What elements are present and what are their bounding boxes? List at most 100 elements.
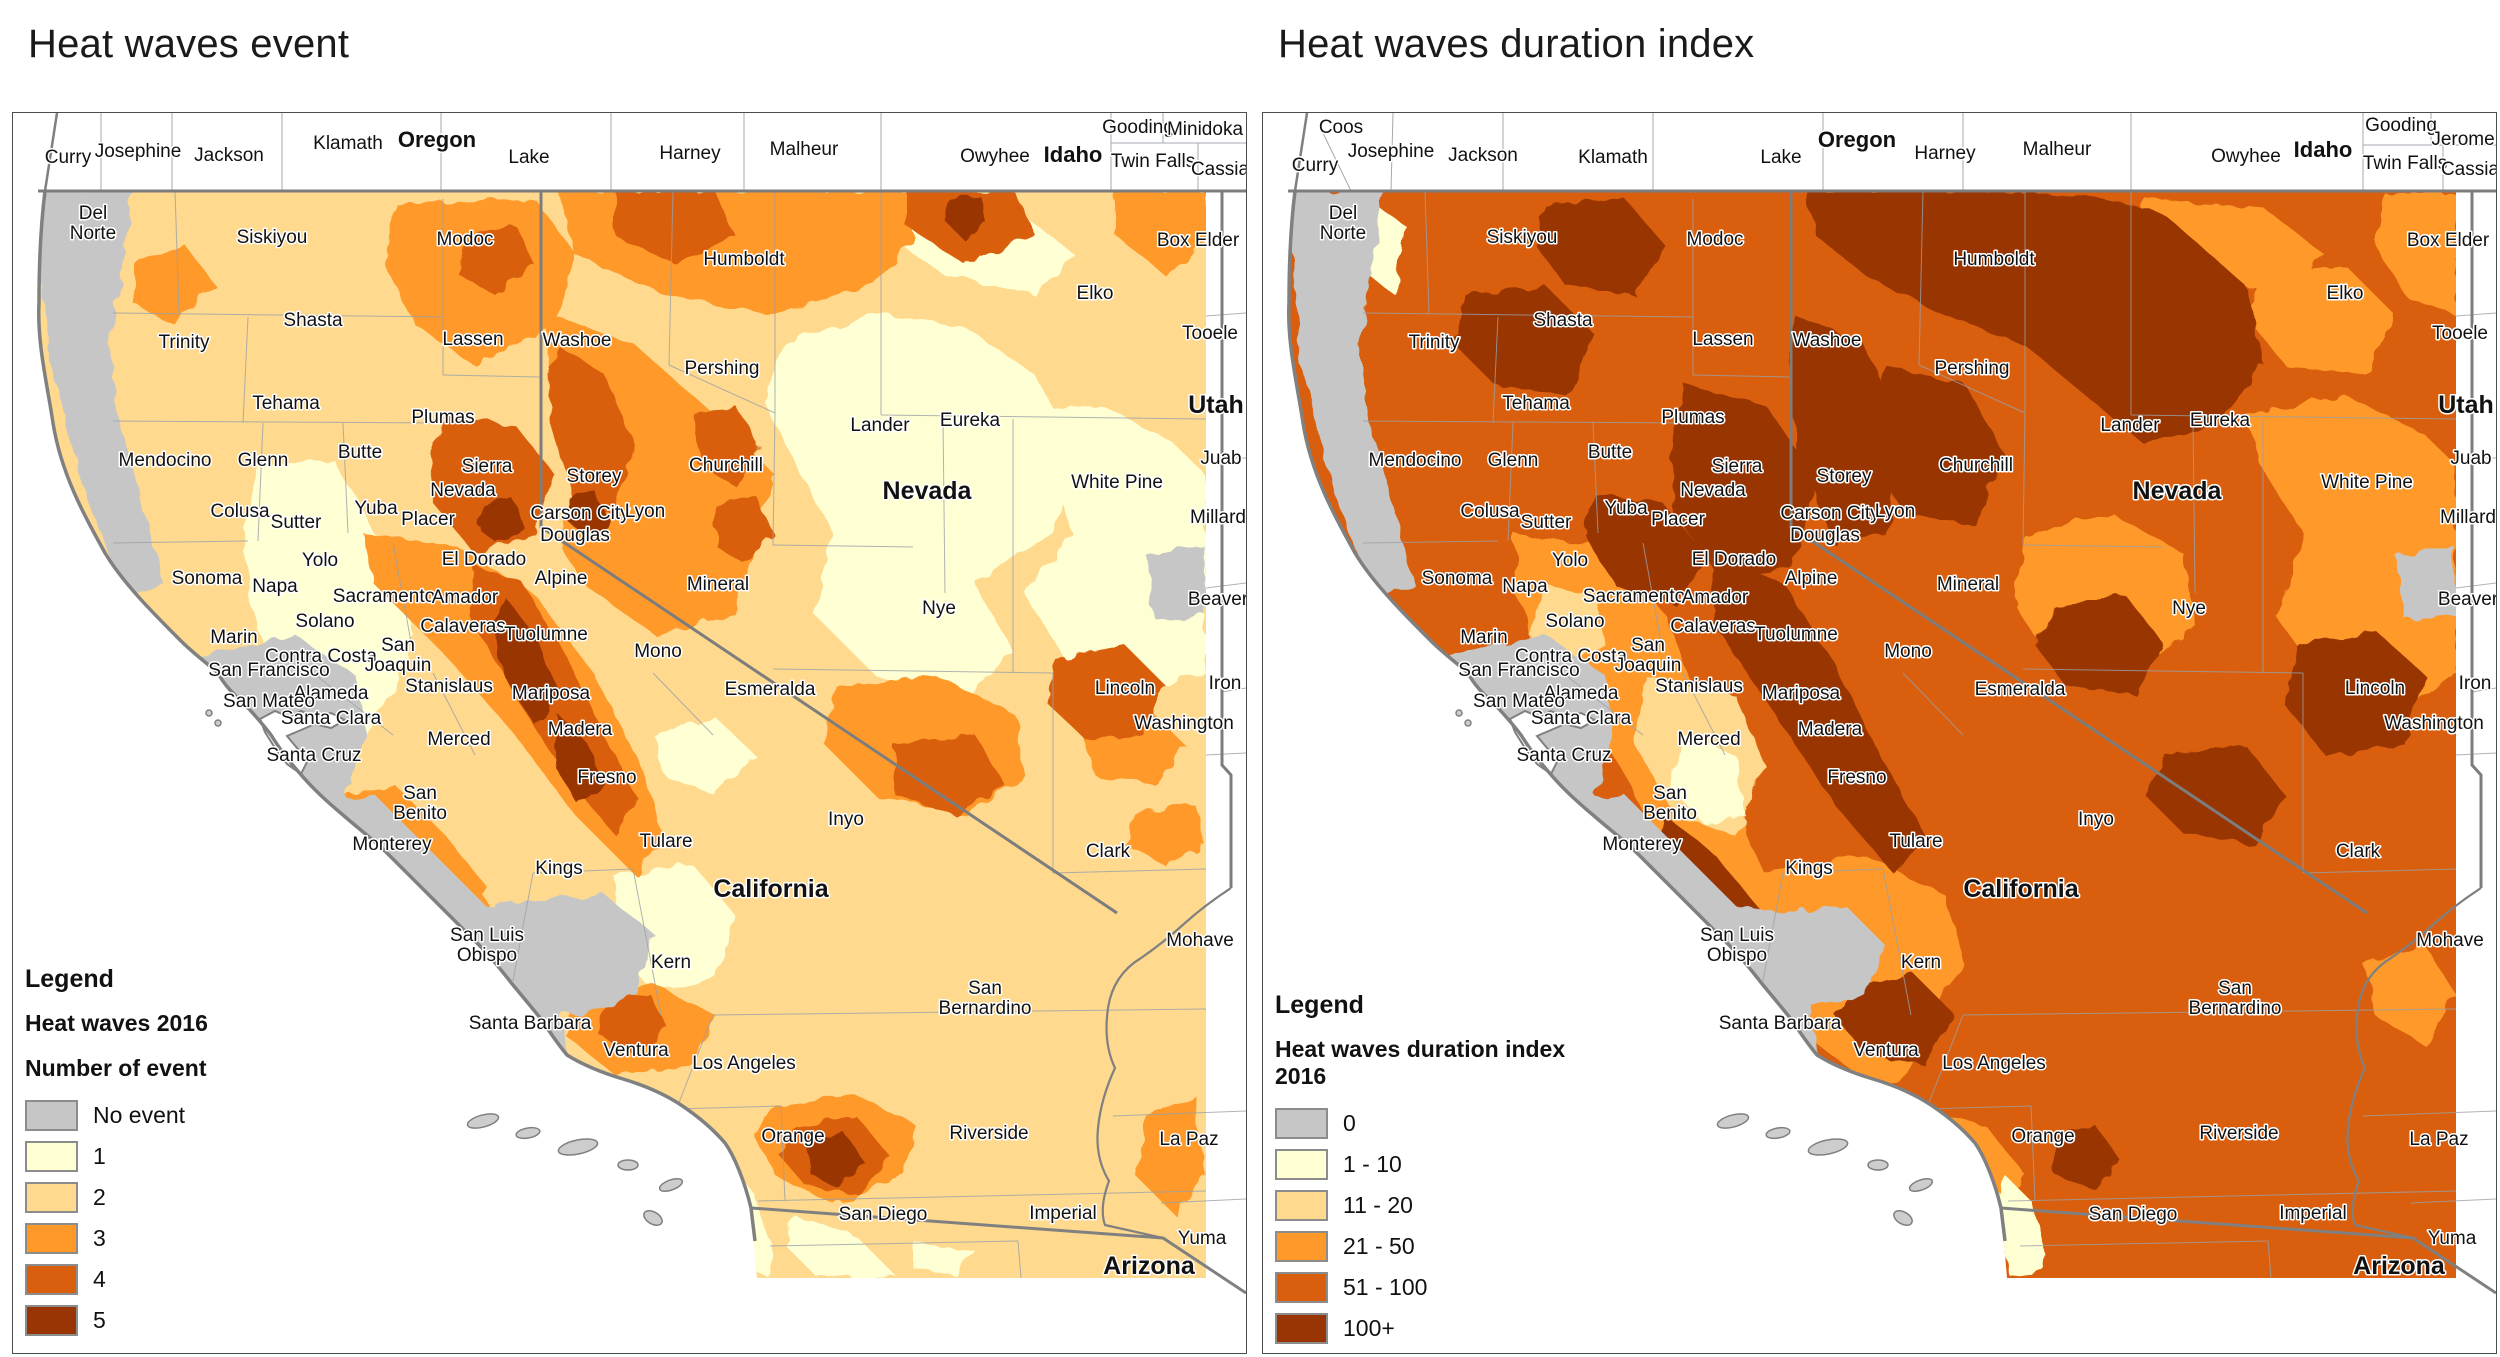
legend-heading: Legend [1275, 991, 1364, 1019]
county-label: El Dorado [1692, 549, 1777, 570]
county-label: Sacramento [1583, 586, 1685, 607]
island [1716, 1113, 1750, 1129]
county-border-line [1882, 868, 1912, 1016]
county-border-line [1762, 872, 1784, 982]
county-label: Inyo [828, 809, 864, 830]
raster-class-blob [1865, 365, 2005, 525]
county-label: Esmeralda [1975, 679, 2066, 700]
legend-item: No event [25, 1100, 355, 1131]
county-border-line [242, 316, 249, 424]
legend-item-label: 1 [93, 1143, 106, 1169]
county-label: Colusa [210, 501, 270, 522]
county-label: Mohave [2416, 930, 2484, 951]
legend-swatch [1275, 1313, 1328, 1344]
county-border-line [1362, 540, 1499, 544]
legend-swatch [1275, 1108, 1328, 1139]
county-label: Modoc [436, 229, 493, 250]
county-label: Butte [1588, 442, 1632, 463]
raster-class-blob [2375, 193, 2456, 315]
state-label: California [713, 875, 829, 903]
county-label: Santa Cruz [266, 745, 361, 766]
county-border-line [2007, 1190, 2457, 1202]
county-borders [1362, 191, 2457, 1278]
county-label: Lake [508, 147, 549, 168]
county-label: Alpine [1785, 568, 1838, 589]
county-label: Millard [2440, 507, 2496, 528]
state-label: Utah [1188, 391, 1244, 419]
legend-item: 0 [1275, 1108, 1605, 1139]
county-label: Box Elder [1157, 230, 1240, 251]
map-labels: Coos Curry Josephine Jackson Klamath Lake Oreg… [1290, 114, 2496, 1282]
county-label: Madera [1798, 719, 1863, 740]
county-border-line [2302, 868, 2457, 874]
raster-class-blob [2245, 395, 2456, 715]
raster-class-blob [2395, 545, 2456, 619]
island [205, 709, 213, 717]
county-label: Nye [922, 598, 956, 619]
raster-class-blob [1765, 905, 1885, 1005]
island [1455, 709, 1463, 717]
county-label: La Paz [2409, 1129, 2468, 1150]
county-label: Mono [634, 641, 682, 662]
county-border-line [2130, 414, 2457, 420]
county-label: Yuba [1604, 498, 1648, 519]
county-label: Lake [1760, 147, 1801, 168]
county-border-line [769, 1240, 1019, 1247]
legend-item-label: 21 - 50 [1343, 1233, 1415, 1259]
county-border-line [1052, 868, 1207, 874]
county-label: Kings [535, 858, 583, 879]
county-label: San Francisco [1458, 660, 1579, 681]
legend-subtitle: Heat waves 2016 [25, 1010, 208, 1036]
map-title: Heat waves event [28, 22, 350, 66]
raster-class-blob [599, 993, 669, 1055]
raster-class-blob [1113, 191, 1206, 275]
raster-base-region [1288, 191, 2456, 1278]
county-label: Harney [659, 143, 721, 164]
county-label: Owyhee [960, 146, 1030, 167]
county-label: Humboldt [1953, 249, 2035, 270]
legend-heading: Legend [25, 965, 114, 993]
legend-item: 21 - 50 [1275, 1231, 1605, 1262]
county-label: Merced [427, 729, 490, 750]
county-label: Lyon [625, 501, 666, 522]
county-label: Riverside [2199, 1123, 2278, 1144]
legend-item-label: 51 - 100 [1343, 1274, 1428, 1300]
legend-item-label: No event [93, 1102, 186, 1128]
county-label: Iron [1209, 673, 1242, 694]
county-border-line [942, 418, 946, 594]
county-label: Mariposa [512, 683, 591, 704]
county-label: Washington [1134, 713, 1234, 734]
county-label: Cassia [1191, 159, 1246, 180]
raster-class-blob [1455, 285, 1595, 395]
county-label: Merced [1677, 729, 1740, 750]
east-strip-county-borders [1112, 312, 1246, 1204]
county-label: Curry [1292, 155, 1339, 176]
county-border-line [532, 868, 634, 874]
county-border-line [257, 422, 264, 542]
legend-swatch [1275, 1149, 1328, 1180]
county-label: Alpine [535, 568, 588, 589]
county-label: Santa Clara [1531, 708, 1632, 729]
county-label: Yuba [354, 498, 398, 519]
legend-swatch [25, 1100, 78, 1131]
raster-class-blob [2365, 945, 2456, 1045]
county-label: Napa [1502, 576, 1548, 597]
county-border-line [1492, 316, 1499, 424]
legend-item-label: 0 [1343, 1110, 1356, 1136]
mexico-border [2000, 1206, 2496, 1295]
colorado-river-border [2346, 887, 2482, 1240]
county-label: Alameda [1544, 683, 1619, 704]
county-label: Plumas [411, 407, 474, 428]
legend-item: 51 - 100 [1275, 1272, 1605, 1303]
county-label: Monterey [352, 834, 432, 855]
county-label: Twin Falls [2363, 153, 2447, 174]
raster-class-blob [1669, 385, 1815, 585]
county-border-line [2455, 752, 2496, 756]
county-label: Tehama [1502, 393, 1570, 414]
state-label: Oregon [398, 127, 476, 152]
county-label: El Dorado [442, 549, 527, 570]
legend-item: 5 [25, 1305, 355, 1336]
county-label: Storey [567, 466, 622, 487]
choropleth-map-svg: Curry Josephine Jackson Klamath Oregon Lake Ha… [13, 113, 1246, 1295]
legend-swatch [1275, 1231, 1328, 1262]
